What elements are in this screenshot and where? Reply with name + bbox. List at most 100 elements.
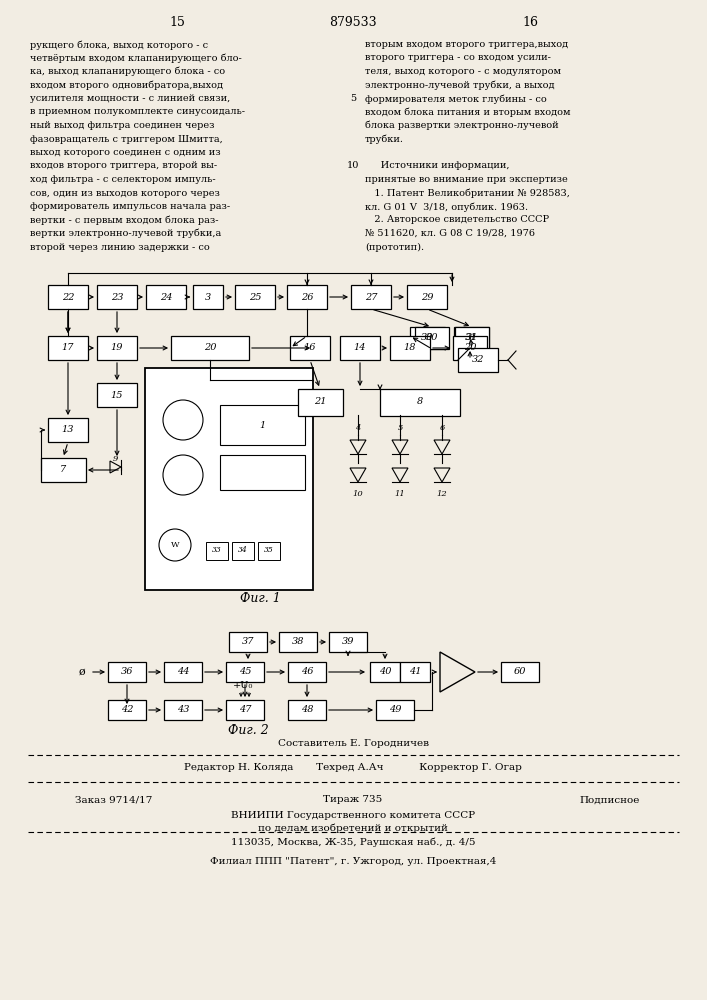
Text: 879533: 879533 [329,15,377,28]
FancyBboxPatch shape [229,632,267,652]
FancyBboxPatch shape [97,285,137,309]
Text: Фиг. 1: Фиг. 1 [240,591,281,604]
Text: 47: 47 [239,706,251,714]
Text: 45: 45 [239,668,251,676]
Text: 6: 6 [439,424,445,432]
Text: 12: 12 [437,490,448,498]
Text: 4: 4 [356,424,361,432]
Text: ный выход фильтра соединен через: ный выход фильтра соединен через [30,121,214,130]
FancyBboxPatch shape [409,327,445,349]
Text: формирователя меток глубины - со: формирователя меток глубины - со [365,94,547,104]
Text: входом блока питания и вторым входом: входом блока питания и вторым входом [365,107,571,117]
Text: 43: 43 [177,706,189,714]
Text: вертки - с первым входом блока раз-: вертки - с первым входом блока раз- [30,216,218,225]
FancyBboxPatch shape [48,336,88,360]
Text: 30: 30 [426,334,438,342]
FancyBboxPatch shape [220,405,305,445]
FancyBboxPatch shape [400,662,430,682]
FancyBboxPatch shape [455,327,489,349]
Text: 19: 19 [111,344,123,353]
Text: Редактор Н. Коляда       Техред А.Ач           Корректор Г. Огар: Редактор Н. Коляда Техред А.Ач Корректор… [184,764,522,772]
Text: +U₀: +U₀ [233,682,253,690]
Text: вторым входом второго триггера,выход: вторым входом второго триггера,выход [365,40,568,49]
Text: 48: 48 [300,706,313,714]
FancyBboxPatch shape [290,336,330,360]
Text: фазовращатель с триггером Шмитта,: фазовращатель с триггером Шмитта, [30,134,223,143]
Text: ка, выход клапанирующего блока - со: ка, выход клапанирующего блока - со [30,67,225,77]
Text: входом второго одновибратора,выход: входом второго одновибратора,выход [30,81,223,90]
FancyBboxPatch shape [279,632,317,652]
FancyBboxPatch shape [415,327,449,349]
Text: 15: 15 [169,15,185,28]
FancyBboxPatch shape [108,700,146,720]
Text: 46: 46 [300,668,313,676]
Text: трубки.: трубки. [365,134,404,144]
FancyBboxPatch shape [258,542,280,560]
FancyBboxPatch shape [40,458,86,482]
Text: Источники информации,: Источники информации, [365,161,510,170]
FancyBboxPatch shape [97,383,137,407]
Text: Фиг. 2: Фиг. 2 [228,724,269,736]
Text: кл. G 01 V  3/18, опублик. 1963.: кл. G 01 V 3/18, опублик. 1963. [365,202,528,212]
Text: 36: 36 [121,668,133,676]
Text: 29: 29 [421,292,433,302]
Text: вертки электронно-лучевой трубки,а: вертки электронно-лучевой трубки,а [30,229,221,238]
FancyBboxPatch shape [232,542,254,560]
Text: W: W [170,541,180,549]
Text: 37: 37 [242,638,255,647]
Text: 16: 16 [304,344,316,353]
Text: 7: 7 [60,466,66,475]
Text: 39: 39 [341,638,354,647]
FancyBboxPatch shape [288,700,326,720]
Text: Составитель Е. Городничев: Составитель Е. Городничев [278,738,428,748]
FancyBboxPatch shape [206,542,228,560]
FancyBboxPatch shape [458,348,498,372]
Text: Подписное: Подписное [580,796,640,804]
FancyBboxPatch shape [226,662,264,682]
Text: выход которого соединен с одним из: выход которого соединен с одним из [30,148,221,157]
Text: 42: 42 [121,706,133,714]
FancyBboxPatch shape [108,662,146,682]
Text: 16: 16 [522,15,538,28]
Text: 21: 21 [314,397,326,406]
FancyBboxPatch shape [171,336,249,360]
FancyBboxPatch shape [145,368,313,590]
Text: 40: 40 [379,668,391,676]
FancyBboxPatch shape [329,632,367,652]
Text: 10: 10 [353,490,363,498]
FancyBboxPatch shape [298,388,342,416]
Text: сов, один из выходов которого через: сов, один из выходов которого через [30,188,220,198]
Text: 41: 41 [409,668,421,676]
Text: входов второго триггера, второй вы-: входов второго триггера, второй вы- [30,161,217,170]
Text: 33: 33 [212,546,222,554]
Text: 25: 25 [249,292,262,302]
Text: блока развертки электронно-лучевой: блока развертки электронно-лучевой [365,121,559,130]
FancyBboxPatch shape [376,700,414,720]
FancyBboxPatch shape [235,285,275,309]
FancyBboxPatch shape [220,455,305,490]
Text: рукщего блока, выход которого - с: рукщего блока, выход которого - с [30,40,208,49]
Text: 20: 20 [464,344,477,353]
Text: в приемном полукомплекте синусоидаль-: в приемном полукомплекте синусоидаль- [30,107,245,116]
FancyBboxPatch shape [453,336,487,360]
Text: 3: 3 [205,292,211,302]
Text: 23: 23 [111,292,123,302]
Text: 113035, Москва, Ж-35, Раушская наб., д. 4/5: 113035, Москва, Ж-35, Раушская наб., д. … [230,837,475,847]
Text: 5: 5 [397,424,403,432]
Text: 20: 20 [204,344,216,353]
Text: 30: 30 [421,334,433,342]
Text: 10: 10 [347,161,359,170]
Text: второй через линию задержки - со: второй через линию задержки - со [30,242,210,251]
FancyBboxPatch shape [390,336,430,360]
FancyBboxPatch shape [193,285,223,309]
Text: 15: 15 [111,390,123,399]
Text: электронно-лучевой трубки, а выход: электронно-лучевой трубки, а выход [365,81,554,90]
Text: ход фильтра - с селектором импуль-: ход фильтра - с селектором импуль- [30,175,216,184]
Text: 31: 31 [464,334,477,342]
Text: 49: 49 [389,706,402,714]
Text: 22: 22 [62,292,74,302]
Text: 1. Патент Великобритании № 928583,: 1. Патент Великобритании № 928583, [365,188,570,198]
FancyBboxPatch shape [380,388,460,416]
Text: 24: 24 [160,292,173,302]
Text: № 511620, кл. G 08 С 19/28, 1976: № 511620, кл. G 08 С 19/28, 1976 [365,229,535,238]
